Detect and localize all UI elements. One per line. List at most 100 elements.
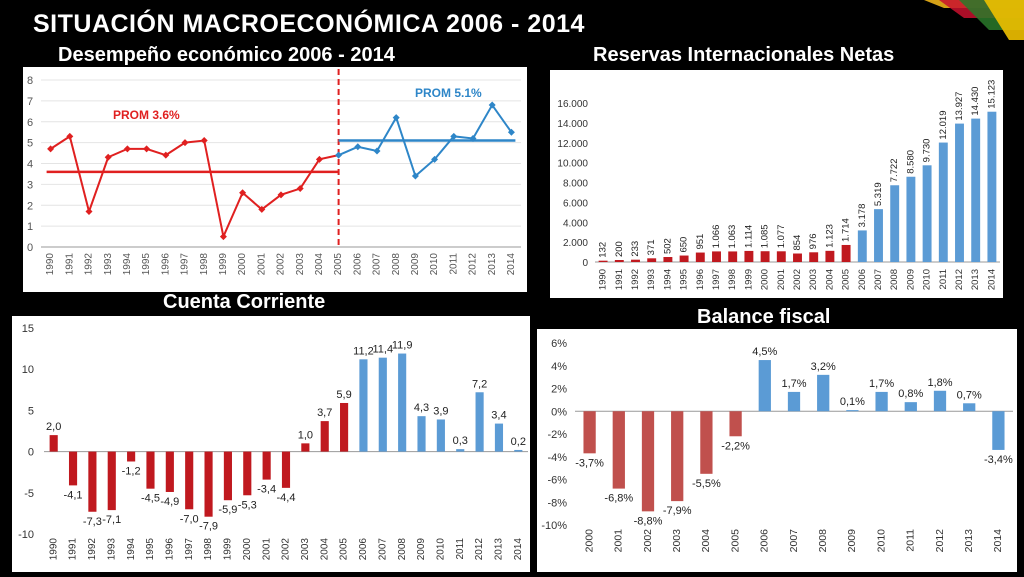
chart-title-cuenta: Cuenta Corriente — [163, 291, 326, 313]
data-label: -5,5% — [692, 478, 721, 490]
x-tick-label: 2001 — [776, 269, 787, 290]
x-tick-label: 1997 — [180, 253, 191, 276]
bar — [712, 251, 721, 262]
data-label: 3,7 — [317, 407, 332, 419]
x-tick-label: 1992 — [84, 253, 95, 276]
data-label: 1.114 — [743, 225, 754, 248]
data-label: -5,9 — [218, 504, 237, 516]
bar — [671, 411, 684, 502]
data-label: -8,8% — [634, 515, 663, 527]
data-label: -3,4 — [257, 484, 276, 496]
data-label: 1.123 — [824, 224, 835, 248]
bar-chart-reservas: 0 2.000 4.000 6.000 8.000 10.000 12.000 14.000 1… — [557, 80, 1000, 290]
bar — [776, 251, 786, 262]
data-point — [123, 145, 131, 153]
data-point — [104, 153, 112, 161]
bar — [614, 260, 624, 262]
data-label: 1,0 — [298, 429, 313, 441]
x-tick-label: 2010 — [436, 538, 447, 561]
x-tick-label: 1998 — [203, 538, 214, 561]
x-tick-label: 2005 — [339, 538, 350, 561]
data-label: 0,3 — [453, 435, 468, 447]
x-tick-label: 1994 — [662, 269, 673, 290]
x-tick-label: 1997 — [184, 538, 195, 561]
bar — [417, 416, 426, 452]
data-label: 1.063 — [727, 225, 738, 249]
data-label: -3,7% — [575, 457, 604, 469]
x-tick-label: 2002 — [276, 253, 287, 276]
chart-title-fiscal: Balance fiscal — [697, 306, 831, 328]
data-point — [66, 132, 74, 140]
bar-chart-fiscal: -10% -8% -6% -4% -2% 0% 2% 4% 6% -3,7% 2000 -6,8% 20… — [541, 338, 1013, 553]
bar — [301, 443, 310, 452]
x-tick-label: 2000 — [242, 538, 253, 561]
y-tick-label: -2% — [547, 429, 567, 441]
x-tick-label: 2008 — [889, 269, 900, 290]
x-tick-label: 2013 — [494, 538, 505, 561]
x-tick-label: 2007 — [372, 253, 383, 276]
x-tick-label: 2011 — [455, 538, 466, 560]
x-tick-label: 1998 — [727, 269, 738, 290]
bar — [612, 411, 625, 489]
data-point — [296, 185, 304, 193]
x-tick-label: 2002 — [642, 529, 654, 553]
x-tick-label: 2003 — [808, 269, 819, 290]
y-tick-label: 10 — [22, 364, 34, 376]
y-tick-label: 6.000 — [563, 198, 588, 209]
series-line-red — [50, 134, 339, 240]
bar — [359, 359, 368, 452]
x-tick-label: 2005 — [729, 529, 741, 553]
data-label: 15.123 — [986, 80, 997, 109]
data-label: -2,2% — [721, 440, 750, 452]
data-point — [392, 114, 400, 122]
data-label: 200 — [614, 241, 625, 257]
x-tick-label: 2013 — [963, 529, 975, 553]
bar — [874, 209, 883, 262]
data-label: -4,1 — [64, 489, 83, 501]
x-tick-label: 1995 — [141, 253, 152, 276]
data-point — [277, 191, 285, 199]
y-tick-label: 5 — [27, 138, 33, 150]
bar — [88, 451, 97, 512]
y-tick-label: -4% — [547, 452, 567, 464]
x-tick-label: 2013 — [970, 269, 981, 290]
x-tick-label: 1997 — [711, 269, 722, 290]
y-tick-label: 0 — [28, 447, 34, 459]
x-tick-label: 1990 — [45, 253, 56, 276]
x-tick-label: 2012 — [954, 269, 965, 290]
x-tick-label: 2009 — [905, 269, 916, 290]
bar — [890, 185, 900, 262]
x-tick-label: 1996 — [695, 269, 706, 290]
y-tick-label: 4 — [27, 159, 33, 171]
bar — [758, 360, 771, 412]
x-tick-label: 2012 — [934, 529, 946, 553]
bar — [933, 390, 947, 412]
bar — [436, 419, 445, 452]
x-tick-label: 2008 — [817, 529, 829, 553]
data-label: 0,1% — [840, 396, 865, 408]
data-point — [507, 128, 515, 136]
data-point — [47, 145, 55, 153]
data-label: -7,1 — [102, 514, 121, 526]
y-tick-label: 8 — [27, 75, 33, 87]
bar — [68, 451, 78, 486]
chart-title-reservas: Reservas Internacionales Netas — [593, 44, 895, 66]
data-point — [354, 143, 362, 151]
data-label: 502 — [662, 238, 673, 254]
data-label: 854 — [792, 235, 803, 251]
x-tick-label: 2004 — [319, 538, 330, 561]
x-tick-label: 2009 — [416, 538, 427, 561]
bar — [971, 118, 981, 263]
bar-chart-cuenta: -10 -5 0 5 10 15 2,0 1990 -4,1 1991 -7,3 1992 -7,1 19… — [18, 323, 528, 561]
y-tick-label: -6% — [547, 475, 567, 487]
bar — [875, 391, 888, 412]
data-point — [450, 132, 458, 140]
data-label: 1,7% — [781, 378, 806, 390]
data-label: 371 — [646, 239, 657, 255]
data-label: 951 — [695, 234, 706, 250]
y-tick-label: 2% — [551, 384, 567, 396]
x-tick-label: 1992 — [630, 269, 641, 290]
data-point — [315, 155, 323, 163]
y-tick-label: 12.000 — [557, 139, 588, 150]
bar — [663, 257, 673, 262]
